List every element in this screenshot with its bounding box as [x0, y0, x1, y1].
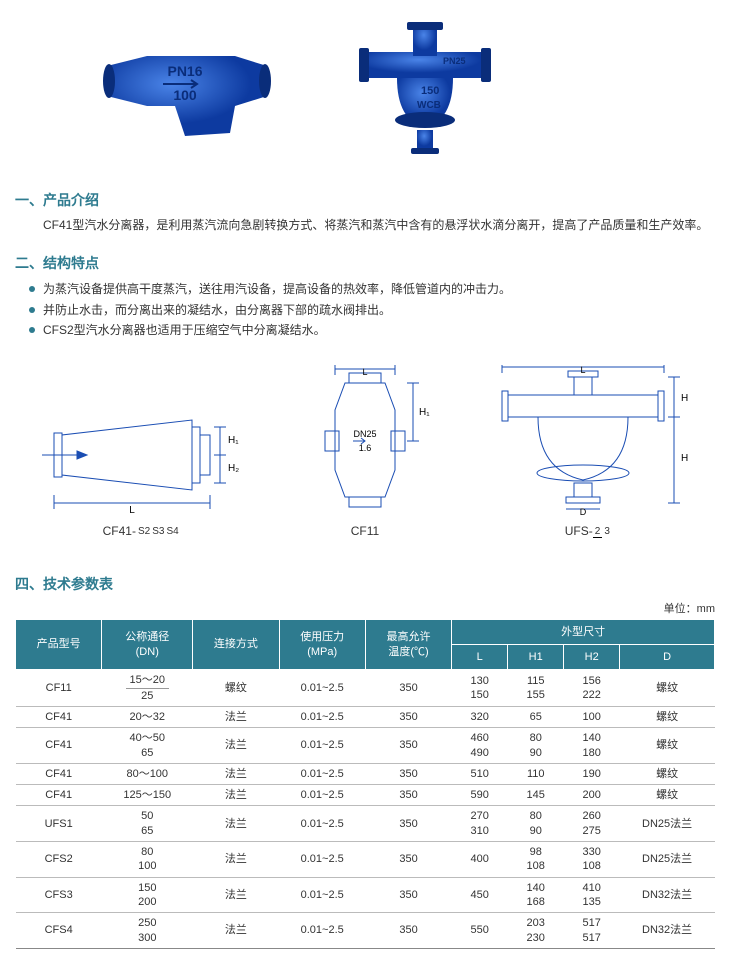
diagram-label-text: CF11 — [295, 524, 435, 538]
svg-text:H₂: H₂ — [228, 463, 239, 474]
svg-text:L: L — [362, 367, 367, 377]
svg-text:H₂: H₂ — [681, 453, 688, 464]
table-row: CF4120～32法兰0.01~2.535032065100螺纹 — [16, 706, 715, 727]
table-row: CF4140～5065法兰0.01~2.53504604908090140180… — [16, 728, 715, 764]
th-l: L — [452, 645, 508, 670]
th-d: D — [620, 645, 715, 670]
params-heading: 四、技术参数表 — [15, 574, 715, 594]
th-dn: 公称通径 (DN) — [102, 619, 193, 670]
feature-item: CFS2型汽水分离器也适用于压缩空气中分离凝结水。 — [29, 320, 715, 340]
svg-text:L: L — [129, 505, 135, 515]
feature-list: 为蒸汽设备提供高干度蒸汽，送往用汽设备，提高设备的热效率，降低管道内的冲击力。 … — [15, 279, 715, 340]
params-table: 产品型号 公称通径 (DN) 连接方式 使用压力 (MPa) 最高允许 温度(℃… — [15, 619, 715, 949]
table-row: UFS15065法兰0.01~2.53502703108090260275DN2… — [16, 806, 715, 842]
svg-text:WCB: WCB — [417, 100, 441, 111]
svg-text:100: 100 — [173, 87, 197, 103]
intro-text: CF41型汽水分离器，是利用蒸汽流向急剧转换方式、将蒸汽和蒸汽中含有的悬浮状水滴… — [15, 216, 715, 235]
svg-text:PN25: PN25 — [443, 56, 466, 66]
intro-heading: 一、产品介绍 — [15, 190, 715, 210]
svg-text:H₁: H₁ — [419, 407, 430, 418]
feature-item: 为蒸汽设备提供高干度蒸汽，送往用汽设备，提高设备的热效率，降低管道内的冲击力。 — [29, 279, 715, 299]
table-row: CFS280100法兰0.01~2.535040098108330108DN25… — [16, 842, 715, 878]
diagram-label-text: UFS- — [565, 524, 593, 538]
diagram-cf11: L H₁ DN25 1.6 CF11 — [295, 365, 435, 538]
th-temp: 最高允许 温度(℃) — [365, 619, 451, 670]
svg-text:H₁: H₁ — [681, 393, 688, 404]
product-photo-cf41: PN16 100 — [95, 38, 275, 143]
table-row: CF4180～100法兰0.01~2.5350510110190螺纹 — [16, 763, 715, 784]
svg-text:DN25: DN25 — [353, 429, 376, 439]
diagram-ufs: L H₁ H₂ D UFS-23 — [488, 365, 688, 538]
th-press: 使用压力 (MPa) — [279, 619, 365, 670]
features-heading: 二、结构特点 — [15, 253, 715, 273]
svg-text:D: D — [580, 507, 587, 515]
diagram-cf41s: L H₁ H₂ CF41-S2S3S4 — [42, 395, 242, 538]
svg-text:H₁: H₁ — [228, 435, 239, 446]
table-row: CFS3150200法兰0.01~2.5350450140168410135DN… — [16, 877, 715, 913]
th-h2: H2 — [564, 645, 620, 670]
svg-text:PN16: PN16 — [167, 63, 202, 79]
svg-text:L: L — [581, 365, 586, 375]
th-model: 产品型号 — [16, 619, 102, 670]
unit-note: 单位：mm — [15, 600, 715, 616]
th-h1: H1 — [508, 645, 564, 670]
table-row: CFS4250300法兰0.01~2.5350550203230517517DN… — [16, 913, 715, 949]
diagrams-row: L H₁ H₂ CF41-S2S3S4 L H₁ — [15, 350, 715, 563]
table-row: CF41125～150法兰0.01~2.5350590145200螺纹 — [16, 785, 715, 806]
diagram-label-text: CF41- — [103, 524, 136, 538]
table-row: CF1115～2025螺纹0.01~2.53501301501151551562… — [16, 670, 715, 707]
svg-text:150: 150 — [421, 85, 439, 97]
feature-item: 并防止水击，而分离出来的凝结水，由分离器下部的疏水阀排出。 — [29, 300, 715, 320]
product-photos-row: PN16 100 PN25 150 WCB — [15, 10, 715, 180]
svg-text:1.6: 1.6 — [359, 443, 372, 453]
th-conn: 连接方式 — [193, 619, 279, 670]
product-photo-ufs: PN25 150 WCB — [355, 20, 495, 160]
th-dims: 外型尺寸 — [452, 619, 715, 644]
